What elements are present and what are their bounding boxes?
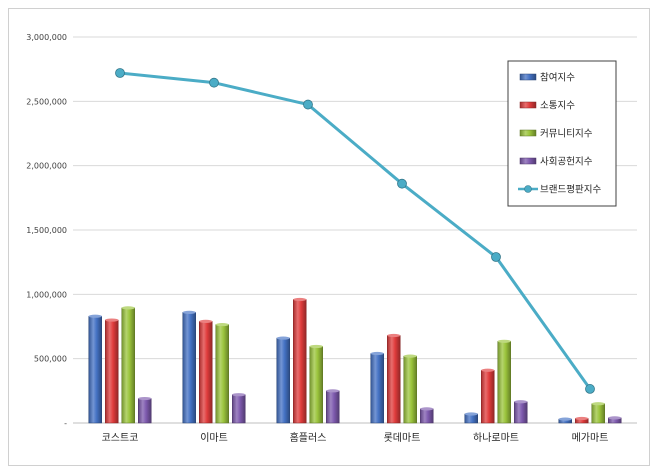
bar-cap xyxy=(138,396,152,401)
y-tick-label: 1,000,000 xyxy=(26,290,67,299)
y-tick-label: 3,000,000 xyxy=(26,33,67,42)
bar-cap xyxy=(403,354,417,358)
bar-커뮤니티지수 xyxy=(309,346,323,424)
line-point xyxy=(585,384,595,394)
y-axis-ticks: - 500,000 1,000,000 1,500,000 2,000,000 2,500… xyxy=(26,33,67,428)
y-tick-label: 2,000,000 xyxy=(26,162,67,171)
y-tick-label: 2,500,000 xyxy=(26,97,67,106)
x-category-label: 코스트코 xyxy=(102,432,139,444)
bar-cap xyxy=(276,336,290,340)
x-category-label: 하나로마트 xyxy=(473,431,519,444)
x-category-label: 홈플러스 xyxy=(290,431,327,444)
legend-label: 사회공헌지수 xyxy=(540,157,593,168)
bar-cap xyxy=(464,412,478,416)
line-point xyxy=(209,77,219,88)
bar-cap xyxy=(558,417,572,421)
bar-사회공헌지수 xyxy=(138,398,152,424)
bar-소통지수 xyxy=(105,319,119,424)
bar-참여지수 xyxy=(276,337,290,424)
bar-소통지수 xyxy=(293,299,307,424)
line-point xyxy=(397,178,407,189)
bar-참여지수 xyxy=(88,315,102,424)
bar-참여지수 xyxy=(370,353,384,424)
line-point xyxy=(115,68,125,78)
bar-사회공헌지수 xyxy=(326,390,340,424)
bar-사회공헌지수 xyxy=(232,394,246,424)
bar-cap xyxy=(420,407,434,411)
bar-cap xyxy=(326,389,340,393)
bar-cap xyxy=(481,368,495,372)
bar-cap xyxy=(608,416,622,420)
legend-swatch xyxy=(519,129,537,137)
bar-cap xyxy=(497,339,511,343)
y-tick-label: - xyxy=(64,419,67,428)
bar-사회공헌지수 xyxy=(420,408,434,424)
line-point xyxy=(491,252,501,262)
bar-cap xyxy=(387,333,401,338)
bar-cap xyxy=(215,322,229,327)
bar-커뮤니티지수 xyxy=(121,307,135,424)
gridlines xyxy=(73,36,637,424)
bar-cap xyxy=(182,310,196,314)
bar-cap xyxy=(199,319,213,323)
bar-cap xyxy=(591,402,605,406)
legend-swatch xyxy=(519,101,537,109)
legend-swatch-marker xyxy=(524,185,532,193)
legend-label: 브랜드평판지수 xyxy=(540,185,601,196)
bar-커뮤니티지수 xyxy=(497,341,511,424)
bar-cap xyxy=(293,297,307,302)
legend-label: 소통지수 xyxy=(540,101,575,112)
bar-사회공헌지수 xyxy=(514,401,528,424)
bar-커뮤니티지수 xyxy=(215,324,229,424)
line-point xyxy=(303,99,313,110)
bar-cap xyxy=(105,318,119,322)
bar-cap xyxy=(309,344,323,349)
bar-cap xyxy=(232,393,246,397)
bar-커뮤니티지수 xyxy=(403,355,417,424)
bar-참여지수 xyxy=(182,312,196,424)
legend-swatch xyxy=(519,73,537,81)
bar-소통지수 xyxy=(481,369,495,424)
y-tick-label: 1,500,000 xyxy=(26,226,67,235)
x-category-label: 이마트 xyxy=(200,432,228,444)
bar-cap xyxy=(575,416,589,421)
bar-cap xyxy=(370,351,384,356)
chart-area: - 500,000 1,000,000 1,500,000 2,000,000 2,500… xyxy=(8,8,650,466)
bars xyxy=(88,297,622,424)
bar-cap xyxy=(88,314,102,318)
legend-swatch xyxy=(519,157,537,165)
legend-label: 커뮤니티지수 xyxy=(540,129,593,140)
bar-cap xyxy=(514,400,528,404)
x-category-label: 메가마트 xyxy=(572,432,609,444)
line-브랜드평판지수 xyxy=(119,71,592,390)
bar-소통지수 xyxy=(387,335,401,424)
y-tick-label: 500,000 xyxy=(34,355,67,364)
x-category-label: 롯데마트 xyxy=(384,432,421,444)
bar-커뮤니티지수 xyxy=(591,403,605,424)
legend-label: 참여지수 xyxy=(540,72,575,84)
brand-reputation-chart: - 500,000 1,000,000 1,500,000 2,000,000 2,500… xyxy=(26,33,637,444)
bar-소통지수 xyxy=(199,321,213,424)
bar-cap xyxy=(121,306,135,310)
x-axis-categories: 코스트코 이마트 홈플러스 롯데마트 하나로마트 메가마트 xyxy=(102,431,609,444)
line-series xyxy=(115,68,595,394)
